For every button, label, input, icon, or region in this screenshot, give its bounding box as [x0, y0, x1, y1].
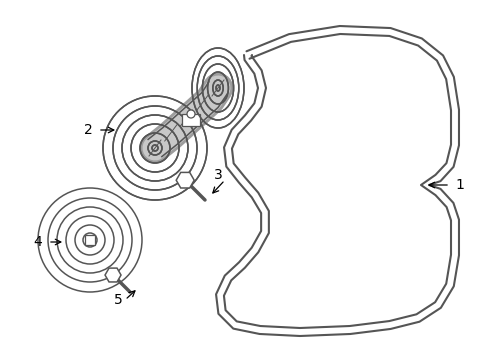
Bar — [85, 235, 95, 245]
Text: 2: 2 — [84, 123, 93, 137]
FancyBboxPatch shape — [182, 114, 200, 126]
Text: 5: 5 — [114, 293, 122, 307]
Text: 3: 3 — [214, 168, 222, 182]
Polygon shape — [176, 172, 194, 188]
Text: 1: 1 — [456, 178, 465, 192]
Text: 4: 4 — [34, 235, 42, 249]
Polygon shape — [105, 268, 121, 282]
Circle shape — [187, 110, 195, 118]
